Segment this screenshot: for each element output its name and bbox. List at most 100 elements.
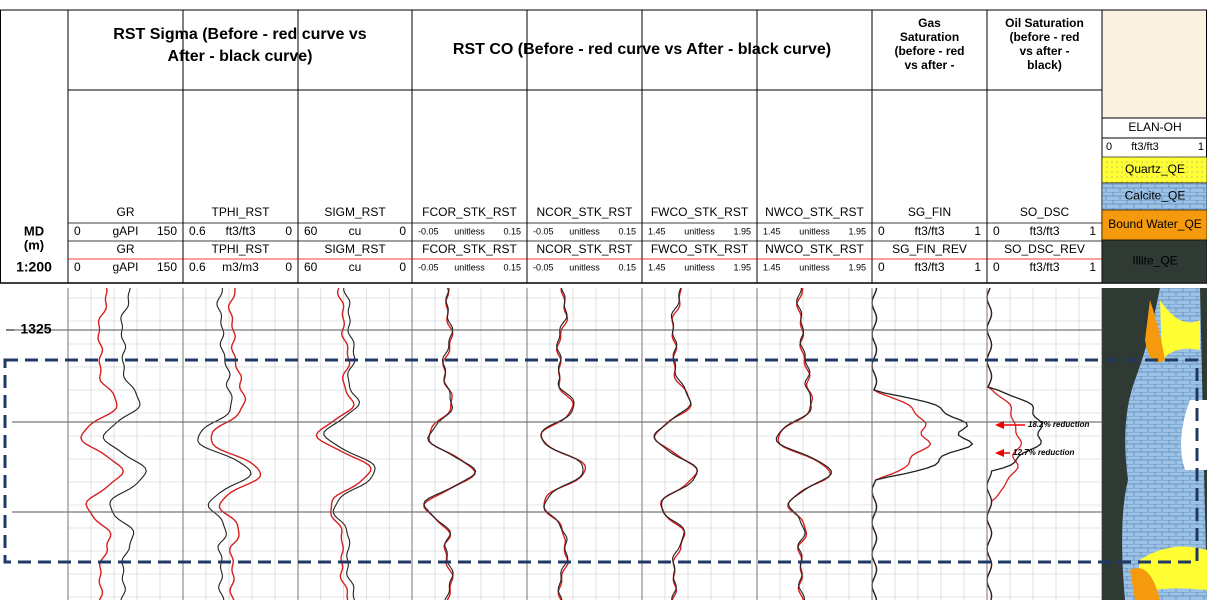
curve-name: NWCO_STK_RST [765,205,864,219]
scale-max: 0.15 [618,226,636,236]
curve-name: FWCO_STK_RST [651,242,749,256]
saturation-curve [871,288,974,600]
elan-quartz [1135,300,1207,595]
elan-water [1130,300,1165,600]
legend-label: Calcite_QE [1125,189,1186,203]
curve-name: SIGM_RST [324,205,386,219]
elan-max: 1 [1198,141,1204,153]
log-curve [653,288,698,600]
elan-header-bg [1102,10,1207,118]
scale-max: 0 [399,260,406,274]
log-grid [68,288,1102,600]
annotation-arrowhead [995,421,1004,429]
curve-name: SO_DSC [1020,205,1070,219]
scale-min: 60 [304,224,318,238]
scale-min: -0.05 [533,262,554,272]
scale-max: 1.95 [848,226,866,236]
elan-unit: ft3/ft3 [1131,141,1159,153]
scale-min: 60 [304,260,318,274]
elan-title: ELAN-OH [1128,120,1181,134]
scale-unit: unitless [454,226,485,236]
legend-label: Quartz_QE [1125,162,1185,176]
annotation: 12.7% reduction [1013,448,1074,457]
curve-name: NCOR_STK_RST [536,205,633,219]
elan-calcite [1122,288,1207,600]
curve-name: GR [117,242,135,256]
log-curve [540,288,584,600]
log-curve [197,288,252,600]
curve-name: TPHI_RST [211,205,270,219]
scale-min: 0.6 [189,224,206,238]
curve-name: SG_FIN [908,205,951,219]
scale-min: -0.05 [418,262,439,272]
legend-swatch [1101,239,1207,284]
legend-label: Illite_QE [1132,254,1177,268]
curve-name: SO_DSC_REV [1004,242,1085,256]
curve-name: SIGM_RST [324,242,386,256]
scale-min: 1.45 [648,262,666,272]
scale-min: 0.6 [189,260,206,274]
log-curve [775,288,832,600]
scale-unit: m3/m3 [222,260,259,274]
scale-max: 150 [157,224,177,238]
scale-min: 1.45 [763,226,781,236]
scale-unit: gAPI [112,260,138,274]
log-curve [540,288,587,600]
group-title: vs after - [904,58,954,72]
scale-min: 1.45 [648,226,666,236]
log-curve [777,288,832,600]
scale-max: 1 [974,260,981,274]
group-title: vs after - [1019,44,1069,58]
scale-unit: unitless [569,226,600,236]
depth-label: 1325 [20,321,51,337]
scale-min: -0.05 [418,226,439,236]
scale-min: 0 [878,224,885,238]
scale-unit: unitless [684,262,715,272]
curve-name: NWCO_STK_RST [765,242,864,256]
scale-max: 1.95 [733,226,751,236]
scale-unit: gAPI [112,224,138,238]
curve-name: FWCO_STK_RST [651,205,749,219]
scale-unit: ft3/ft3 [225,224,255,238]
interval-box [3,358,1199,564]
saturation-curve [871,288,932,600]
annotation-arrowhead [995,449,1004,457]
curve-name: GR [117,205,135,219]
elan-void [1181,400,1207,470]
curve-name: SG_FIN_REV [892,242,967,256]
scale-unit: unitless [684,226,715,236]
scale-max: 0.15 [618,262,636,272]
scale-unit: unitless [454,262,485,272]
annotation: 18.2% reduction [1028,420,1089,429]
scale-unit: ft3/ft3 [1029,224,1059,238]
elan-min: 0 [1106,141,1112,153]
scale-max: 0.15 [503,262,521,272]
scale-min: -0.05 [533,226,554,236]
md-header: MD [24,223,44,238]
scale-unit: unitless [799,226,830,236]
scale-max: 1.95 [848,262,866,272]
saturation-curve [986,288,1023,600]
log-curve [315,288,372,600]
group-title: After - black curve) [168,48,313,65]
log-curve [210,288,262,600]
group-title: black) [1027,58,1062,72]
scale-min: 1.45 [763,262,781,272]
scale-max: 1.95 [733,262,751,272]
scale-max: 1 [1089,224,1096,238]
scale-min: 0 [878,260,885,274]
scale-max: 0.15 [503,226,521,236]
group-title: (before - red [1009,30,1079,44]
group-title: Oil Saturation [1005,16,1084,30]
scale-min: 0 [993,224,1000,238]
saturation-curve [986,288,1043,600]
curve-name: FCOR_STK_RST [422,205,517,219]
scale-unit: ft3/ft3 [1029,260,1059,274]
group-title: RST CO (Before - red curve vs After - bl… [453,41,831,58]
scale-min: 0 [74,260,81,274]
scale-min: 0 [74,224,81,238]
scale-max: 0 [285,224,292,238]
curve-name: NCOR_STK_RST [536,242,633,256]
group-title: RST Sigma (Before - red curve vs [113,26,367,43]
